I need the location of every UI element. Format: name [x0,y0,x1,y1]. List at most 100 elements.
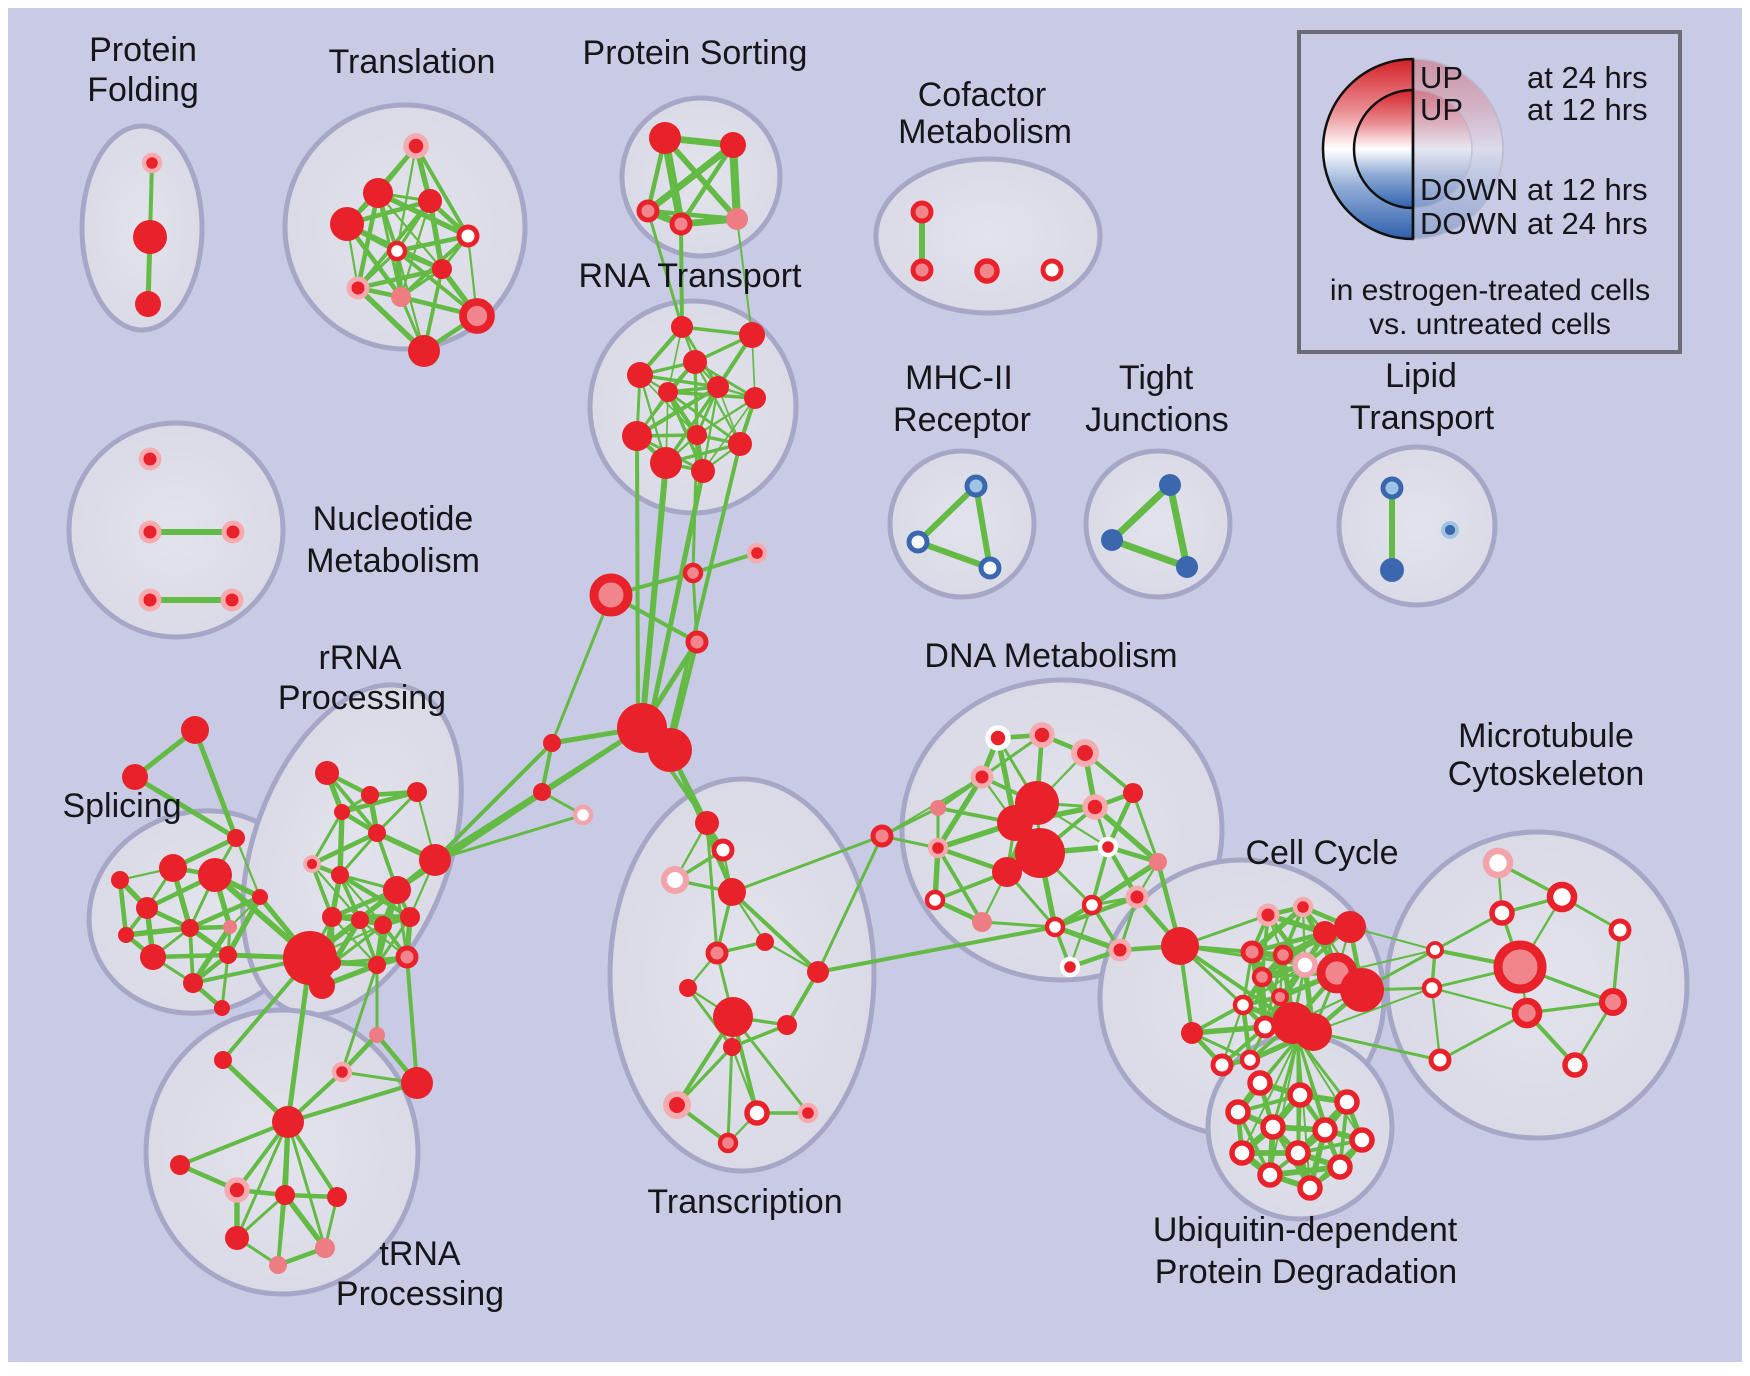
node-splicing-6 [181,919,199,937]
node-translation-0 [403,133,429,159]
legend-box [1297,30,1682,354]
legend-up-24-label: UP [1420,60,1463,95]
label-mhc-ii-receptor-2: Receptor [893,401,1031,439]
legend-down-12-label: DOWN [1420,172,1518,207]
node-dna-metabolism-13 [1149,853,1167,871]
node-rrna-processing-16 [283,931,337,985]
label-trna-processing-2: Processing [336,1275,504,1313]
edge-link-39 [730,834,884,894]
edge-link-10 [691,571,699,644]
node-translation-8 [391,287,411,307]
node-rna-transport-4 [707,376,729,398]
edge-tight-junctions [1108,481,1174,544]
edge-translation [355,266,445,291]
node-splicing-0 [181,716,209,744]
edge-link-5 [635,434,640,722]
node-microtubule-cytoskeleton-9 [1428,1048,1452,1072]
node-splicing-4 [198,858,232,892]
node-nucleotide-metabolism-4 [220,588,244,612]
edge-link-0 [646,209,684,329]
edge-cell-cycle [1249,930,1328,955]
edge-trna-processing [282,1192,328,1251]
node-rrna-processing-10 [351,911,369,929]
node-microtubule-cytoskeleton-1 [1546,881,1578,913]
node-dna-metabolism-9 [1015,828,1065,878]
node-rna-transport-11 [691,459,715,483]
node-transcription-14 [717,1132,739,1154]
edge-splicing [192,727,239,841]
node-cofactor-metabolism-2 [974,258,1000,284]
node-protein-folding-0 [141,152,163,174]
edge-link-66 [1297,1037,1341,1168]
node-mhc-ii-receptor-2 [978,556,1002,580]
edge-link-49 [1178,944,1295,1025]
bubble-mhc-ii-receptor [887,448,1037,600]
legend-caption-2: vs. untreated cells [1369,308,1611,341]
edge-link-63 [1297,1037,1363,1141]
node-nucleotide-metabolism-2 [221,520,245,544]
edge-rna-transport [702,397,756,472]
node-transcription-5 [756,933,774,951]
edge-rrna-processing [330,915,379,967]
node-lipid-transport-1 [1441,521,1459,539]
node-rna-transport-9 [728,432,752,456]
node-protein-sorting-1 [720,132,746,158]
node-trna-processing-1 [170,1155,190,1175]
edge-mhc-ii-receptor [973,483,993,571]
node-trna-processing-3 [275,1185,295,1205]
bubble-rna-transport [587,298,799,516]
label-dna-metabolism: DNA Metabolism [924,637,1177,675]
node-translation-3 [418,189,442,213]
edge-tight-junctions [1166,481,1191,571]
node-ubiquitin-degradation-11 [1297,1175,1323,1201]
node-cell-cycle-6 [1292,952,1318,978]
node-rna-transport-10 [650,447,682,479]
edge-link-23 [433,790,544,862]
edge-rrna-processing [337,872,413,920]
edge-link-7 [691,433,699,575]
node-rrna-processing-15 [395,945,419,969]
node-cell-cycle-11 [1232,994,1254,1016]
label-cell-cycle: Cell Cycle [1245,834,1398,872]
node-dna-metabolism-1 [1029,722,1055,748]
label-protein-sorting: Protein Sorting [583,34,808,72]
edge-link-3 [639,460,669,731]
node-cofactor-metabolism-1 [910,258,934,282]
node-rna-transport-3 [627,362,653,388]
node-dna-metabolism-12 [1097,836,1119,858]
node-connector-2 [589,573,633,617]
node-connector-9 [870,824,894,848]
legend-caption-1: in estrogen-treated cells [1330,274,1650,307]
node-splicing-12 [252,889,268,905]
label-translation: Translation [329,43,496,81]
edge-dna-metabolism [1089,859,1161,908]
node-microtubule-cytoskeleton-4 [1598,987,1628,1017]
node-rrna-processing-2 [407,782,427,802]
node-cell-cycle-0 [1256,903,1280,927]
node-splicing-9 [219,946,237,964]
node-microtubule-cytoskeleton-5 [1511,997,1543,1029]
label-protein-folding-2: Folding [87,71,199,109]
node-protein-sorting-4 [726,208,748,230]
node-splicing-5 [136,897,158,919]
edge-translation [414,144,470,238]
edge-link-6 [666,442,742,746]
edge-splicing [234,836,262,899]
node-rrna-processing-17 [309,973,335,999]
node-rna-transport-8 [687,425,707,445]
edge-mhc-ii-receptor [915,539,993,571]
edge-link-55 [1312,987,1433,1033]
edge-link-8 [691,551,759,575]
node-lipid-transport-2 [1380,558,1404,582]
node-trna-processing-9 [331,1061,353,1083]
edge-tight-junctions [1108,536,1191,571]
edge-link-44 [816,925,1057,974]
edge-rna-transport [695,396,757,437]
node-protein-sorting-0 [649,122,681,154]
legend-down-12-time: at 12 hrs [1527,172,1648,207]
node-rrna-processing-8 [383,876,411,904]
label-microtubule-cytoskeleton-1: Microtubule [1458,717,1634,755]
edge-translation [375,190,471,239]
edge-link-24 [433,813,585,862]
node-trna-processing-10 [369,1027,385,1043]
